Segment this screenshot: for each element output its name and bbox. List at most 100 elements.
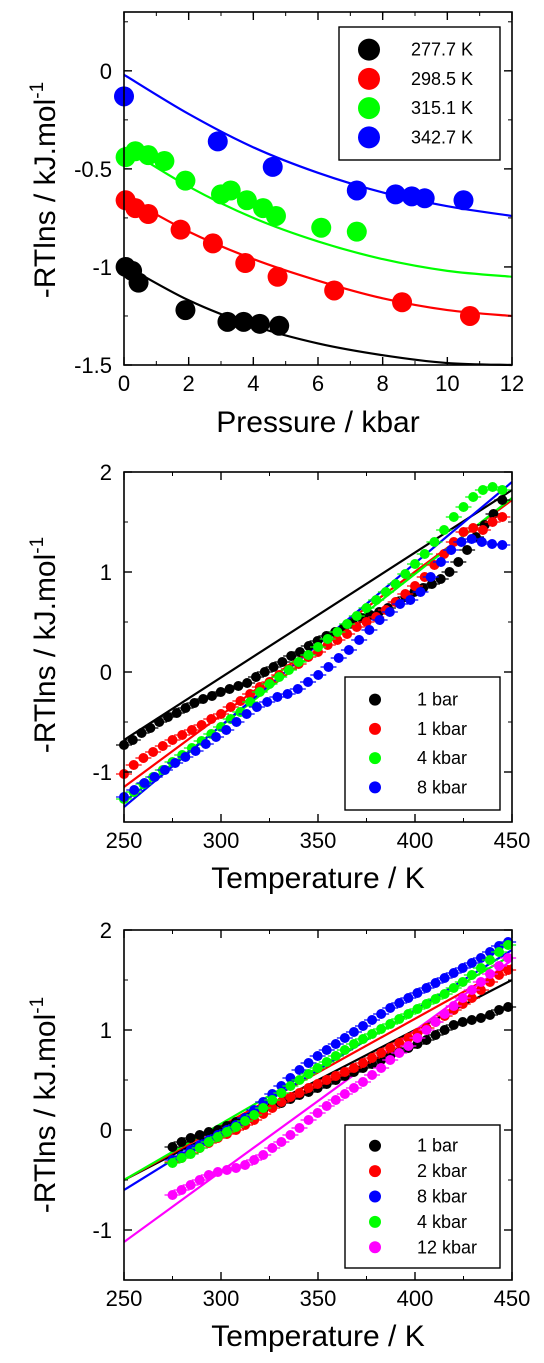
data-point	[421, 1025, 432, 1035]
data-point	[330, 1095, 341, 1105]
data-point	[176, 1137, 187, 1147]
panel-2-xlabel: Temperature / K	[211, 862, 424, 895]
data-point	[162, 712, 173, 722]
data-point	[321, 1057, 332, 1067]
data-point	[484, 977, 495, 987]
series-315.1-K	[115, 141, 367, 242]
data-point	[430, 1030, 441, 1040]
data-point	[367, 1029, 378, 1039]
data-point	[167, 1142, 178, 1152]
legend-label: 8 kbar	[417, 1187, 467, 1207]
data-point	[312, 1079, 323, 1089]
data-point	[136, 728, 147, 738]
data-point	[346, 180, 367, 201]
data-point	[457, 977, 468, 987]
data-point	[221, 1127, 232, 1137]
data-point	[330, 1051, 341, 1061]
data-point	[435, 574, 446, 584]
data-point	[313, 670, 324, 680]
data-point	[357, 1021, 368, 1031]
data-point	[267, 1103, 278, 1113]
data-point	[212, 1167, 223, 1177]
data-point	[339, 1089, 350, 1099]
data-point	[258, 1150, 269, 1160]
data-point	[249, 1155, 260, 1165]
data-point	[241, 709, 252, 719]
data-point	[303, 1083, 314, 1093]
y-tick-label: 1	[100, 1018, 112, 1043]
legend-label: 298.5 K	[411, 69, 473, 89]
legend-marker	[369, 693, 381, 706]
data-point	[415, 587, 426, 597]
data-point	[230, 1122, 241, 1132]
data-point	[167, 735, 178, 745]
x-tick-label: 350	[300, 828, 337, 853]
data-point	[410, 559, 420, 569]
data-point	[175, 300, 196, 321]
legend-marker	[369, 752, 381, 765]
data-point	[477, 525, 488, 535]
data-point	[394, 1048, 405, 1058]
legend-marker	[358, 67, 380, 90]
panel-2-ylabel: -RTlns / kJ.mol-1	[27, 537, 62, 753]
panel-2-ylabel-sup: -1	[27, 537, 48, 554]
data-point	[412, 1033, 423, 1043]
data-point	[374, 615, 385, 625]
data-point	[457, 963, 468, 973]
data-point	[394, 1014, 405, 1024]
data-point	[430, 1017, 441, 1027]
data-point	[216, 709, 226, 719]
data-point	[405, 595, 416, 605]
data-point	[138, 145, 159, 166]
data-point	[138, 753, 149, 763]
data-point	[177, 730, 188, 740]
legend-label: 342.7 K	[411, 127, 473, 147]
data-point	[240, 1160, 251, 1170]
data-point	[267, 266, 288, 287]
data-point	[303, 650, 314, 660]
data-point	[265, 205, 286, 226]
legend-marker	[369, 781, 381, 794]
data-point	[322, 634, 333, 644]
data-point	[285, 1092, 296, 1102]
legend-marker	[358, 126, 380, 149]
data-point	[180, 703, 191, 713]
data-point	[412, 988, 423, 998]
data-point	[171, 708, 182, 718]
x-tick-label: 300	[203, 1286, 240, 1311]
series-277.7-K	[115, 256, 290, 336]
data-point	[180, 752, 191, 762]
data-point	[194, 1143, 205, 1153]
data-point	[376, 1048, 387, 1058]
data-point	[430, 994, 441, 1004]
data-point	[390, 579, 401, 589]
data-point	[330, 1039, 341, 1049]
x-tick-label: 6	[312, 371, 324, 396]
data-point	[395, 599, 406, 609]
data-point	[497, 512, 508, 522]
x-tick-label: 400	[397, 1286, 434, 1311]
data-point	[249, 313, 270, 334]
legend-label: 315.1 K	[411, 98, 473, 118]
data-point	[207, 131, 228, 152]
data-point	[321, 1075, 332, 1085]
panel-3-xlabel: Temperature / K	[211, 1320, 424, 1353]
data-point	[138, 203, 159, 224]
data-point	[376, 1063, 387, 1073]
data-point	[267, 1095, 278, 1105]
data-point	[167, 1190, 178, 1200]
data-point	[346, 221, 367, 242]
data-point	[439, 525, 450, 535]
data-point	[200, 739, 211, 749]
data-point	[262, 156, 283, 177]
data-point	[196, 720, 207, 730]
data-point	[167, 1158, 178, 1168]
data-point	[348, 1063, 359, 1073]
data-point	[294, 1065, 305, 1075]
data-point	[262, 697, 273, 707]
data-point	[294, 1088, 305, 1098]
data-point	[367, 1053, 378, 1063]
legend-marker	[358, 97, 380, 120]
data-point	[351, 611, 362, 621]
